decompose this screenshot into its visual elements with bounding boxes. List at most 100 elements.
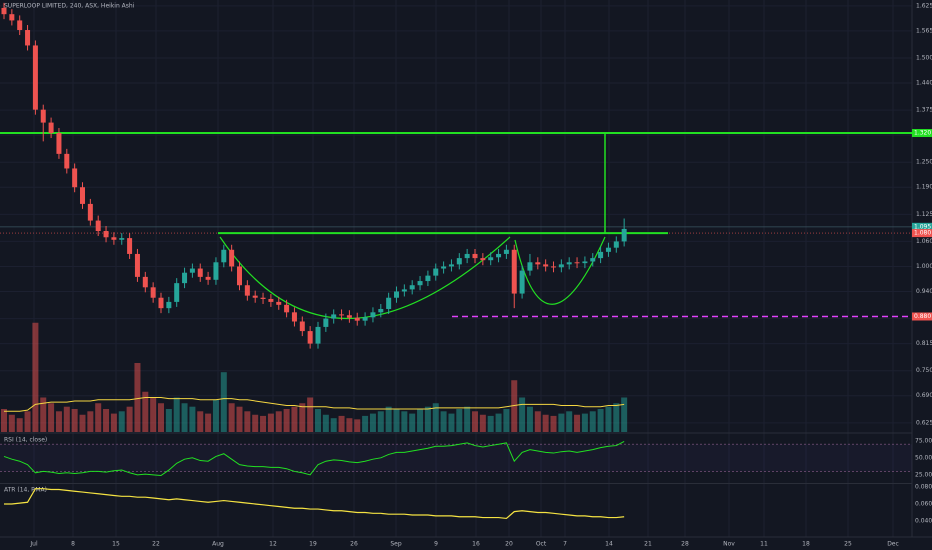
volume-bar <box>95 403 102 432</box>
candle-body <box>417 281 423 286</box>
volume-bar <box>566 411 573 432</box>
candle-body <box>197 268 203 277</box>
x-tick-label: 20 <box>505 541 513 548</box>
rsi-tick-label: 25.00 <box>915 471 932 478</box>
volume-bar <box>369 413 376 432</box>
candle-body <box>134 253 140 277</box>
volume-bar <box>440 411 447 432</box>
volume-bar <box>456 409 463 432</box>
volume-bar <box>291 406 298 432</box>
price-tag <box>912 222 932 231</box>
candle-body <box>425 275 431 282</box>
volume-bar <box>338 415 345 432</box>
candle-body <box>472 253 478 259</box>
volume-bar <box>574 414 581 432</box>
candle-body <box>64 153 70 169</box>
volume-bar <box>197 411 204 432</box>
x-tick-label: Nov <box>723 541 735 548</box>
candle-body <box>237 266 242 286</box>
volume-bar <box>621 397 628 432</box>
candle-body <box>448 264 454 267</box>
y-tick-label: 1.000 <box>916 263 932 270</box>
candle-body <box>87 203 93 221</box>
volume-bar <box>150 397 157 432</box>
candle-body <box>142 276 148 288</box>
volume-bar <box>181 403 188 432</box>
candle-body <box>543 264 549 267</box>
volume-bar <box>307 397 314 432</box>
candle-body <box>174 283 180 302</box>
chart-title: SUPERLOOP LIMITED, 240, ASX, Heikin Ashi <box>4 3 135 10</box>
candle-body <box>503 249 509 254</box>
volume-bar <box>550 415 557 432</box>
volume-bar <box>354 419 361 432</box>
candle-body <box>119 238 125 240</box>
candle-body <box>221 249 227 263</box>
volume-bar <box>40 397 47 432</box>
rsi-band <box>0 444 912 472</box>
y-tick-label: 0.940 <box>916 288 932 295</box>
price-tag <box>912 312 932 321</box>
cup-curve <box>219 236 511 320</box>
atr-line <box>4 488 625 520</box>
volume-bar <box>16 418 23 432</box>
x-tick-label: 9 <box>434 541 438 548</box>
volume-bar <box>401 411 408 432</box>
price-tag <box>912 229 932 238</box>
rsi-tick-label: 75.00 <box>915 437 932 444</box>
candle-body <box>551 266 556 268</box>
volume-bar <box>118 411 125 432</box>
candle-body <box>323 318 329 327</box>
x-tick-label: 16 <box>472 541 480 548</box>
x-tick-label: 8 <box>71 541 75 548</box>
volume-bar <box>503 409 510 432</box>
volume-bar <box>322 414 329 432</box>
volume-bar <box>103 409 110 432</box>
volume-bar <box>8 414 15 432</box>
volume-bar <box>236 406 243 432</box>
candle-body <box>158 297 164 309</box>
volume-bar <box>472 411 478 432</box>
candle-body <box>268 298 274 302</box>
candle-body <box>574 262 580 264</box>
x-tick-label: Sep <box>390 541 402 548</box>
volume-ma-line <box>4 397 625 412</box>
price-tag-label: 1.095 <box>914 223 931 230</box>
volume-bar <box>63 406 70 432</box>
candle-body <box>605 247 611 252</box>
volume-bar <box>589 411 596 432</box>
x-tick-label: 22 <box>152 541 160 548</box>
x-tick-label: 26 <box>350 541 358 548</box>
atr-tick-label: 0.040 <box>915 517 932 524</box>
volume-bar <box>542 414 549 432</box>
candle-body <box>519 270 525 294</box>
y-tick-label: 1.190 <box>916 184 932 191</box>
volume-bar <box>24 411 31 432</box>
volume-bar <box>299 403 306 432</box>
candle-body <box>558 264 564 268</box>
candle-body <box>582 261 588 264</box>
y-tick-label: 1.625 <box>916 2 932 9</box>
volume-bar <box>142 391 149 432</box>
candle-body <box>433 268 439 276</box>
volume-bar <box>87 411 94 432</box>
candle-body <box>25 30 31 46</box>
x-tick-label: 21 <box>644 541 652 548</box>
y-tick-label: 1.565 <box>916 27 932 34</box>
candle-body <box>80 187 85 204</box>
x-tick-label: 25 <box>844 541 852 548</box>
candle-body <box>409 285 415 290</box>
candle-body <box>307 331 313 344</box>
volume-bar <box>165 409 172 432</box>
candle-body <box>378 308 384 313</box>
x-tick-label: 19 <box>309 541 317 548</box>
x-tick-label: Oct <box>536 541 547 548</box>
candle-body <box>621 228 627 242</box>
volume-bar <box>267 413 274 432</box>
y-tick-label: 0.690 <box>916 392 932 399</box>
volume-bar <box>71 409 78 432</box>
price-tag-label: 0.880 <box>914 313 931 320</box>
volume-bar <box>448 413 455 432</box>
y-tick-label: 1.125 <box>916 211 932 218</box>
volume-bar <box>189 406 196 432</box>
